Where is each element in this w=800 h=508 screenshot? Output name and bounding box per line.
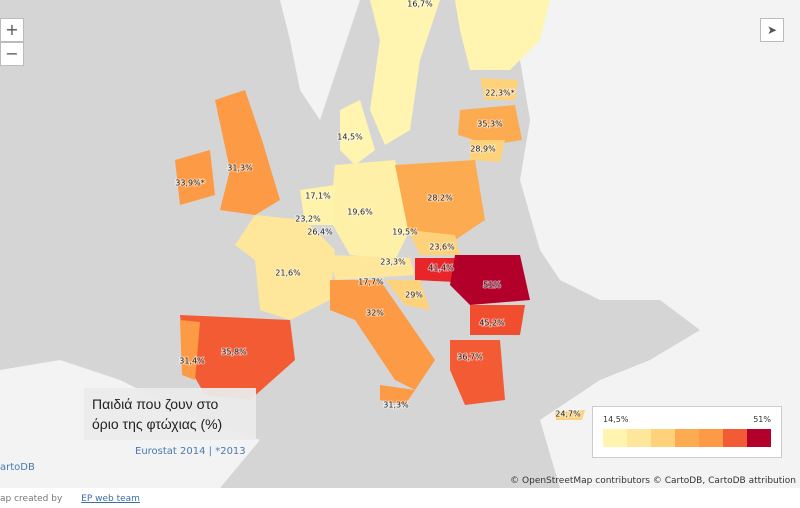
region-label: 35,8% — [221, 348, 247, 357]
footer: ap created by EP web team — [0, 494, 140, 504]
country — [395, 160, 485, 240]
land — [280, 0, 360, 120]
cartodb-logo: artoDB — [0, 462, 35, 473]
region-label: 31,4% — [179, 357, 205, 366]
country — [215, 90, 280, 215]
legend-min: 14,5% — [603, 415, 629, 424]
country — [450, 340, 505, 405]
land — [520, 0, 800, 488]
region-label: 41,4% — [428, 264, 454, 273]
region-label: 35,3% — [477, 120, 503, 129]
region-label: 19,6% — [347, 208, 373, 217]
region-label: 51% — [483, 281, 501, 290]
region-label: 28,2% — [427, 194, 453, 203]
country — [330, 280, 435, 390]
region-label: 14,5% — [337, 133, 363, 142]
zoom-in[interactable]: + — [0, 18, 24, 42]
region-label: 17,1% — [305, 192, 331, 201]
region-label: 28,9% — [470, 145, 496, 154]
country — [235, 215, 335, 320]
country — [455, 0, 550, 70]
country — [300, 185, 335, 225]
country — [330, 255, 415, 280]
region-label: 17,7% — [358, 278, 384, 287]
country — [385, 280, 430, 310]
labels: 16,7% 22,3%* 14,5% 35,3% 28,9% 31,3% 33,… — [174, 0, 582, 420]
legend: 14,5% 51% — [592, 406, 782, 458]
created-by: ap created by — [0, 494, 63, 504]
legend-max: 51% — [753, 415, 771, 424]
region-label: 31,3% — [383, 401, 409, 410]
author-link[interactable]: EP web team — [81, 494, 140, 504]
country — [330, 160, 410, 260]
country — [380, 385, 415, 405]
region-label: 21,6% — [275, 269, 301, 278]
country — [175, 150, 215, 205]
country — [340, 100, 375, 165]
region-label: 19,5% — [392, 228, 418, 237]
source[interactable]: Eurostat 2014 | *2013 — [135, 446, 246, 457]
country — [180, 320, 200, 380]
region-label: 23,6% — [429, 243, 455, 252]
country — [470, 305, 525, 335]
region-label: 29% — [405, 291, 423, 300]
attribution: © OpenStreetMap contributors © CartoDB, … — [510, 476, 796, 486]
region-label: 24,7% — [555, 410, 581, 419]
region-label: 23,2% — [295, 215, 321, 224]
country — [555, 410, 585, 420]
country — [180, 315, 295, 400]
region-label: 36,7% — [457, 353, 483, 362]
region-label: 22,3%* — [485, 89, 514, 98]
region-label: 45,2% — [479, 319, 505, 328]
legend-scale — [603, 429, 771, 447]
country — [480, 78, 518, 100]
country — [458, 105, 522, 145]
map-title: Παιδιά που ζουν στο όριο της φτώχιας (%) — [84, 388, 256, 440]
country — [415, 258, 460, 282]
region-label: 26,4% — [307, 228, 333, 237]
region-label: 23,3% — [380, 258, 406, 267]
share-button[interactable]: ➤ — [760, 18, 784, 42]
region-label: 31,3% — [227, 164, 253, 173]
country — [408, 230, 460, 255]
region-label: 33,9%* — [175, 179, 204, 188]
zoom-out[interactable]: − — [0, 42, 24, 66]
region-label: 16,7% — [407, 0, 433, 9]
country — [450, 255, 530, 305]
region-label: 32% — [366, 309, 384, 318]
country — [470, 140, 505, 162]
country — [370, 0, 440, 145]
